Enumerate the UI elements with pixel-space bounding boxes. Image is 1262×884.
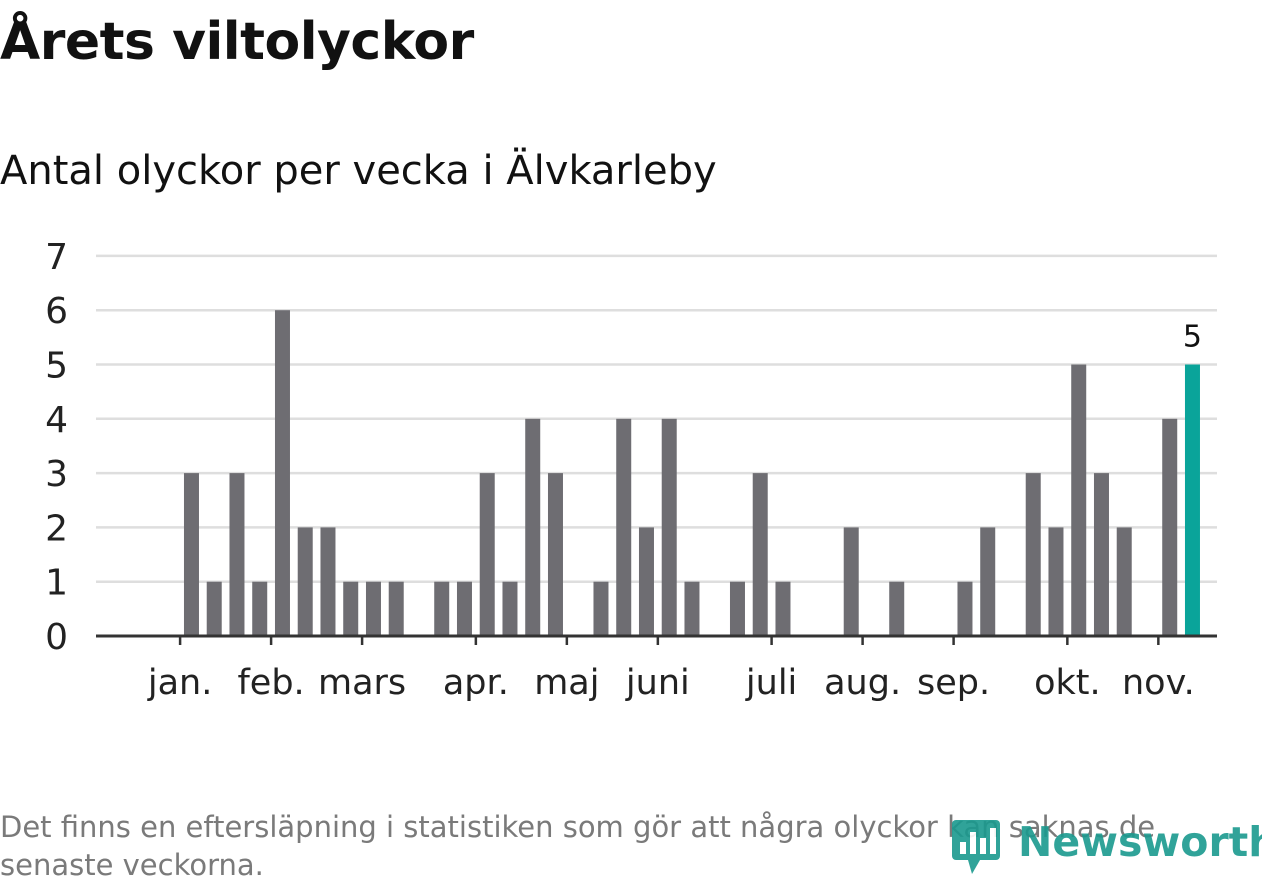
- x-tick-label: mars: [318, 663, 406, 703]
- bar: [525, 418, 541, 636]
- y-tick-label: 3: [45, 454, 68, 495]
- bar: [661, 418, 677, 636]
- bar: [479, 473, 495, 636]
- y-tick-label: 7: [45, 237, 68, 278]
- bar: [843, 527, 859, 636]
- chart-subtitle: Antal olyckor per vecka i Älvkarleby: [0, 148, 717, 194]
- bar: [1162, 418, 1178, 636]
- bar: [1048, 527, 1064, 636]
- y-tick-label: 6: [45, 291, 68, 332]
- bar: [1093, 473, 1109, 636]
- newsworthy-logo-icon: [952, 820, 1000, 874]
- bar: [206, 581, 222, 636]
- bar-highlight: [1184, 364, 1200, 636]
- bar: [183, 473, 199, 636]
- bar: [775, 581, 791, 636]
- bar: [547, 473, 563, 636]
- newsworthy-logo-text: Newsworthy: [1018, 818, 1262, 866]
- bar: [729, 581, 745, 636]
- y-tick-label: 4: [45, 400, 68, 441]
- bar: [616, 418, 632, 636]
- bar: [1025, 473, 1041, 636]
- bar: [638, 527, 654, 636]
- bar: [365, 581, 381, 636]
- bar: [456, 581, 472, 636]
- bar: [889, 581, 905, 636]
- bar: [297, 527, 313, 636]
- x-tick-label: feb.: [237, 663, 304, 703]
- y-tick-label: 2: [45, 508, 68, 549]
- bar: [957, 581, 973, 636]
- x-tick-label: maj: [534, 663, 599, 703]
- chart-title: Årets viltolyckor: [0, 12, 474, 72]
- y-tick-label: 0: [45, 617, 68, 658]
- bar: [593, 581, 609, 636]
- y-tick-label: 1: [45, 563, 68, 604]
- data-label: 5: [1183, 320, 1202, 355]
- bar: [502, 581, 518, 636]
- bar: [343, 581, 359, 636]
- bar: [388, 581, 404, 636]
- bar: [1071, 364, 1087, 636]
- bar: [274, 310, 290, 636]
- y-tick-label: 5: [45, 346, 68, 387]
- bar: [229, 473, 245, 636]
- x-tick-label: jan.: [147, 663, 212, 703]
- x-tick-label: sep.: [917, 663, 990, 703]
- bar: [1116, 527, 1132, 636]
- bar: [752, 473, 768, 636]
- bar: [980, 527, 996, 636]
- x-tick-label: nov.: [1122, 663, 1195, 703]
- x-tick-label: juni: [625, 663, 690, 703]
- newsworthy-logo: Newsworthy: [950, 816, 1262, 876]
- x-tick-label: aug.: [824, 663, 901, 703]
- x-tick-label: apr.: [443, 663, 509, 703]
- bar: [684, 581, 700, 636]
- x-tick-label: juli: [745, 663, 797, 703]
- bar: [434, 581, 450, 636]
- x-tick-label: okt.: [1034, 663, 1101, 703]
- bar: [320, 527, 336, 636]
- bar: [252, 581, 268, 636]
